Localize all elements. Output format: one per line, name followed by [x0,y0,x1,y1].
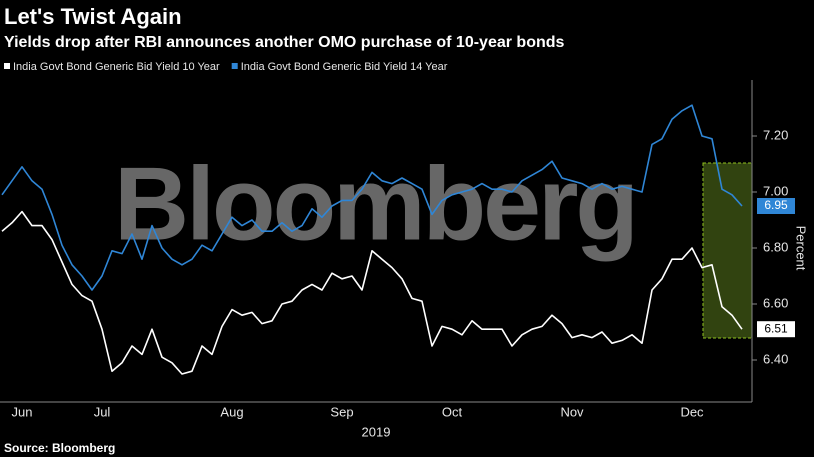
series-line [1,104,743,291]
end-value-box [757,321,795,338]
x-tick-label: Jul [94,404,111,419]
legend-label: India Govt Bond Generic Bid Yield 14 Yea… [241,61,448,73]
x-tick-label: Oct [442,404,463,419]
x-tick-label: Jun [12,404,33,419]
x-tick-label: Aug [220,404,243,419]
y-tick-label: 6.80 [763,239,788,254]
source: Source: Bloomberg [4,441,115,455]
chart-subtitle: Yields drop after RBI announces another … [4,34,565,51]
chart-title: Let's Twist Again [4,4,182,29]
legend-swatch [4,63,10,69]
x-tick-label: Dec [680,404,704,419]
end-value-box [757,198,795,214]
y-tick-label: 7.20 [763,127,788,142]
end-value-label: 6.95 [764,198,788,212]
y-tick-label: 6.60 [763,295,788,310]
legend-label: India Govt Bond Generic Bid Yield 10 Yea… [13,61,220,73]
x-tick-label: Sep [330,404,353,419]
x-tick-label: Nov [560,404,584,419]
end-value-label: 6.51 [764,321,788,335]
y-tick-label: 7.00 [763,183,788,198]
x-axis-label: 2019 [362,424,391,439]
legend-swatch [231,63,238,69]
y-tick-label: 6.40 [763,351,788,366]
series-line [1,210,743,375]
watermark: Bloomberg [114,146,636,262]
y-axis-label: Percent [794,226,809,271]
